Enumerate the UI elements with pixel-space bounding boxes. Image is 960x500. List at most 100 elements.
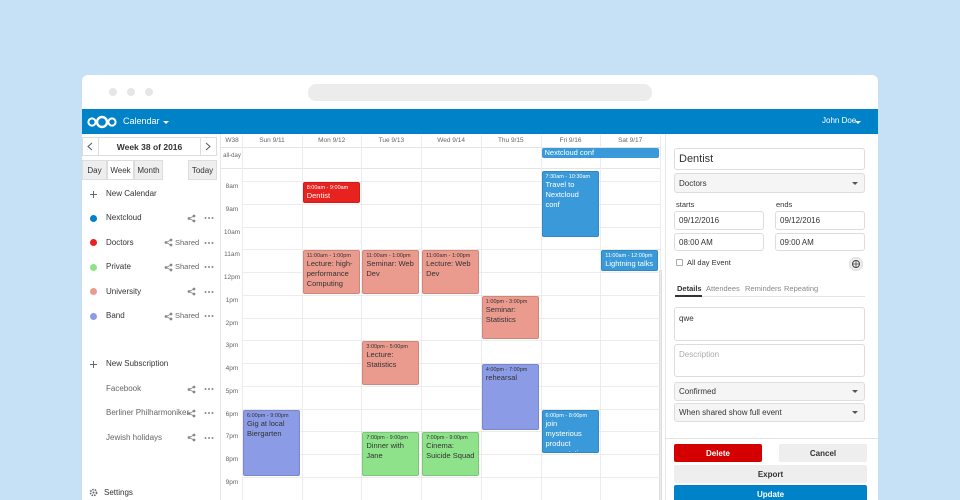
share-icon[interactable] — [187, 287, 196, 296]
export-button[interactable]: Export — [674, 465, 867, 483]
hour-label: 11am — [224, 251, 240, 259]
calendar-name[interactable]: Band — [106, 311, 125, 320]
more-icon[interactable] — [204, 265, 214, 269]
new-subscription[interactable]: New Subscription — [106, 359, 169, 368]
end-time[interactable]: 09:00 AM — [775, 233, 865, 251]
hour-label: 12pm — [223, 274, 241, 281]
view-button[interactable]: Day — [82, 160, 107, 180]
calendar-select[interactable]: Doctors — [674, 173, 865, 193]
shared-label[interactable]: Shared — [175, 262, 200, 271]
hour-label: 9am — [225, 205, 239, 213]
event-time: 8:00am - 9:00am — [306, 185, 349, 191]
calendar-name[interactable]: Doctors — [106, 237, 134, 247]
calendar-name[interactable]: Private — [106, 262, 131, 271]
subscription-name[interactable]: Jewish holidays — [106, 432, 163, 442]
end-date[interactable]: 09/12/2016 — [775, 211, 865, 230]
event-time: 11:00am - 1:00pm — [306, 253, 351, 260]
address-bar — [308, 84, 652, 101]
shared-label[interactable]: Shared — [175, 311, 200, 320]
event[interactable]: 7:00pm - 9:00pm Dinner with Jane — [362, 432, 420, 476]
share-icon[interactable] — [164, 238, 173, 247]
calendar-color — [90, 239, 97, 246]
event[interactable]: 11:00am - 1:00pm Seminar: Web Dev — [362, 250, 420, 294]
hour-label: 3pm — [225, 342, 239, 350]
event[interactable]: 4:00pm - 7:00pm rehearsal — [481, 364, 539, 431]
week-label[interactable]: Week 38 of 2016 — [98, 137, 201, 156]
start-time[interactable]: 08:00 AM — [674, 233, 764, 251]
grid-line — [242, 294, 660, 296]
ends-label: ends — [776, 200, 793, 209]
today-button[interactable]: Today — [188, 160, 217, 180]
cancel-button[interactable]: Cancel — [779, 444, 867, 462]
status-select[interactable]: Confirmed — [674, 382, 865, 401]
event-title: Cinema: Suicide Squad — [426, 441, 475, 461]
share-icon[interactable] — [187, 433, 196, 442]
all-day-label[interactable]: All day Event — [687, 258, 731, 267]
calendar-name[interactable]: University — [106, 286, 142, 296]
day-header: Sat 9/17 — [618, 137, 643, 144]
grid-line — [242, 135, 243, 500]
timezone-button[interactable] — [849, 257, 863, 271]
view-button[interactable]: Month — [134, 160, 163, 180]
subscription-name[interactable]: Facebook — [106, 384, 142, 393]
more-icon[interactable] — [204, 314, 214, 318]
caret — [855, 121, 861, 124]
all-day-event[interactable]: Nextcloud conf — [541, 148, 659, 158]
tab-active — [675, 295, 702, 297]
event[interactable]: 11:00am - 1:00pm Lecture: high-performanc… — [302, 250, 360, 294]
more-icon[interactable] — [204, 216, 214, 220]
new-calendar[interactable]: New Calendar — [106, 189, 157, 198]
user-name[interactable]: John Doe — [822, 116, 857, 125]
more-icon[interactable] — [204, 387, 214, 391]
more-icon[interactable] — [204, 290, 214, 294]
grid-line — [361, 135, 363, 500]
event[interactable]: 11:00am - 12:00pm Lightning talks — [601, 250, 659, 271]
calendar-name[interactable]: Nextcloud — [106, 213, 142, 222]
more-icon[interactable] — [204, 241, 214, 245]
settings[interactable]: Settings — [104, 488, 133, 497]
event[interactable]: 7:00pm - 9:00pm Cinema: Suicide Squad — [422, 432, 480, 476]
share-icon[interactable] — [164, 263, 173, 272]
event[interactable]: 11:00am - 1:00pm Lecture: Web Dev — [422, 250, 480, 294]
day-header: Fri 9/16 — [559, 137, 582, 144]
tab-underline — [675, 296, 865, 297]
tab[interactable]: Attendees — [706, 284, 740, 293]
share-icon[interactable] — [187, 214, 196, 223]
notes-input[interactable]: qwe — [674, 307, 865, 341]
settings-icon[interactable] — [89, 488, 98, 497]
event[interactable]: 7:30am - 10:30am Travel to Nextcloud conf — [541, 170, 599, 237]
caret — [852, 411, 858, 414]
hour-label: 5pm — [225, 387, 239, 395]
more-icon[interactable] — [204, 436, 214, 440]
visibility-select[interactable]: When shared show full event — [674, 403, 865, 422]
grid-line — [242, 181, 660, 182]
all-day-checkbox[interactable] — [676, 259, 683, 266]
shared-label[interactable]: Shared — [175, 237, 200, 247]
event[interactable]: 6:00pm - 8:00pm join mysterious product p… — [541, 409, 599, 453]
description-input[interactable]: Description — [674, 344, 865, 377]
tab[interactable]: Repeating — [784, 284, 819, 293]
update-button[interactable]: Update — [674, 485, 867, 500]
share-icon[interactable] — [187, 409, 196, 418]
logo[interactable] — [86, 114, 118, 130]
hour-label: 1pm — [225, 296, 239, 304]
share-icon[interactable] — [187, 385, 196, 394]
start-date[interactable]: 09/12/2016 — [674, 211, 764, 230]
more-icon[interactable] — [204, 411, 214, 415]
share-icon[interactable] — [164, 312, 173, 321]
app-name[interactable]: Calendar — [123, 116, 160, 126]
subscription-name[interactable]: Berliner Philharmoniker — [106, 408, 190, 418]
event-title: Gig at local Biergarten — [247, 418, 285, 438]
event[interactable]: 3:00pm - 5:00pm Lecture: Statistics — [362, 341, 420, 385]
tab[interactable]: Details — [677, 284, 702, 293]
hour-label: 8pm — [225, 456, 239, 463]
caret — [852, 390, 858, 393]
week-next[interactable] — [200, 137, 217, 156]
event[interactable]: 6:00pm - 9:00pm Gig at local Biergarten — [243, 409, 300, 476]
title-input[interactable]: Dentist — [674, 148, 865, 170]
event[interactable]: 1:00pm - 3:00pm Seminar: Statistics — [481, 295, 539, 340]
tab[interactable]: Reminders — [745, 284, 782, 293]
delete-button[interactable]: Delete — [674, 444, 762, 462]
view-button[interactable]: Week — [107, 160, 134, 180]
event[interactable]: 8:00am - 9:00am Dentist — [302, 182, 360, 203]
